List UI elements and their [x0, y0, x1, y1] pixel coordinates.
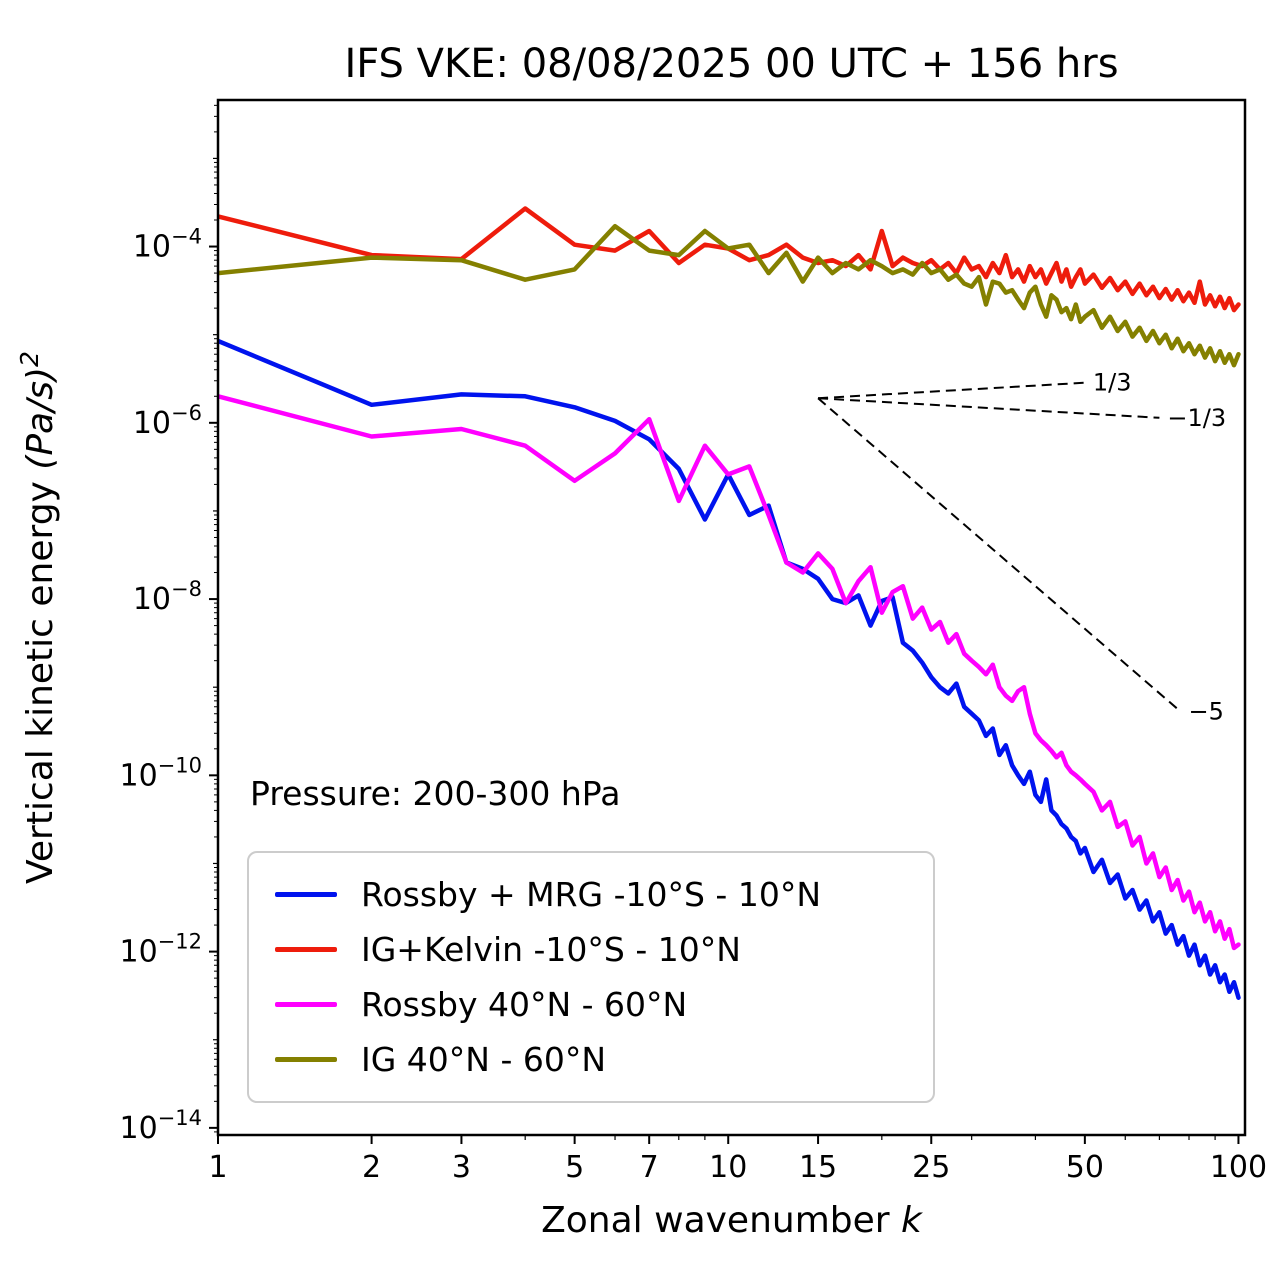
legend-line-rossby-midlat [275, 1002, 337, 1007]
guide-label-1/3: 1/3 [1093, 369, 1132, 397]
svg-text:10−8: 10−8 [133, 577, 202, 617]
guide-line--1/3 [818, 397, 1160, 419]
series-line-1 [218, 206, 1241, 313]
legend-item-rossby-midlat: Rossby 40°N - 60°N [275, 985, 907, 1024]
svg-text:10−14: 10−14 [119, 1106, 202, 1146]
slope-guides: 1/3 −1/3 −5 [817, 369, 1226, 726]
svg-text:100: 100 [1210, 1150, 1267, 1185]
svg-text:7: 7 [640, 1150, 659, 1185]
legend-item-ig-kelvin-tropics: IG+Kelvin -10°S - 10°N [275, 930, 907, 969]
svg-text:25: 25 [912, 1150, 950, 1185]
pressure-annotation: Pressure: 200-300 hPa [250, 774, 621, 813]
legend-line-ig-midlat [275, 1057, 337, 1062]
y-axis: 10−14 10−12 10−10 10−8 10−6 10−4 [119, 104, 218, 1146]
legend-line-rossby-mrg-tropics [275, 892, 337, 897]
legend-item-rossby-mrg-tropics: Rossby + MRG -10°S - 10°N [275, 875, 907, 914]
svg-text:10−12: 10−12 [119, 930, 202, 970]
svg-text:5: 5 [565, 1150, 584, 1185]
legend-label: IG 40°N - 60°N [361, 1040, 607, 1079]
legend-line-ig-kelvin-tropics [275, 947, 337, 952]
chart-title: IFS VKE: 08/08/2025 00 UTC + 156 hrs [344, 41, 1119, 87]
guide-line-1/3 [818, 381, 1085, 400]
y-axis-label: Vertical kinetic energy (Pa/s)2 [15, 351, 61, 884]
legend-label: Rossby + MRG -10°S - 10°N [361, 875, 822, 914]
svg-text:10−10: 10−10 [119, 753, 202, 793]
legend-item-ig-midlat: IG 40°N - 60°N [275, 1040, 907, 1079]
series-lines [218, 206, 1241, 1000]
legend: Rossby + MRG -10°S - 10°N IG+Kelvin -10°… [247, 851, 935, 1103]
svg-text:3: 3 [452, 1150, 471, 1185]
svg-text:50: 50 [1066, 1150, 1104, 1185]
legend-label: Rossby 40°N - 60°N [361, 985, 688, 1024]
x-axis: 1 2 3 5 7 10 15 25 50 100 [208, 1135, 1267, 1185]
svg-text:10−4: 10−4 [133, 225, 202, 265]
svg-text:2: 2 [362, 1150, 381, 1185]
svg-text:15: 15 [799, 1150, 837, 1185]
x-axis-label: Zonal wavenumber k [541, 1200, 924, 1241]
guide-label--5: −5 [1189, 698, 1224, 726]
plot-border [216, 98, 1247, 1137]
guide-label--1/3: −1/3 [1167, 404, 1226, 432]
svg-text:10: 10 [709, 1150, 747, 1185]
svg-text:1: 1 [208, 1150, 227, 1185]
svg-text:10−6: 10−6 [133, 401, 202, 441]
guide-line--5 [817, 397, 1182, 713]
legend-label: IG+Kelvin -10°S - 10°N [361, 930, 741, 969]
series-line-2 [218, 394, 1241, 951]
series-line-3 [218, 223, 1241, 368]
